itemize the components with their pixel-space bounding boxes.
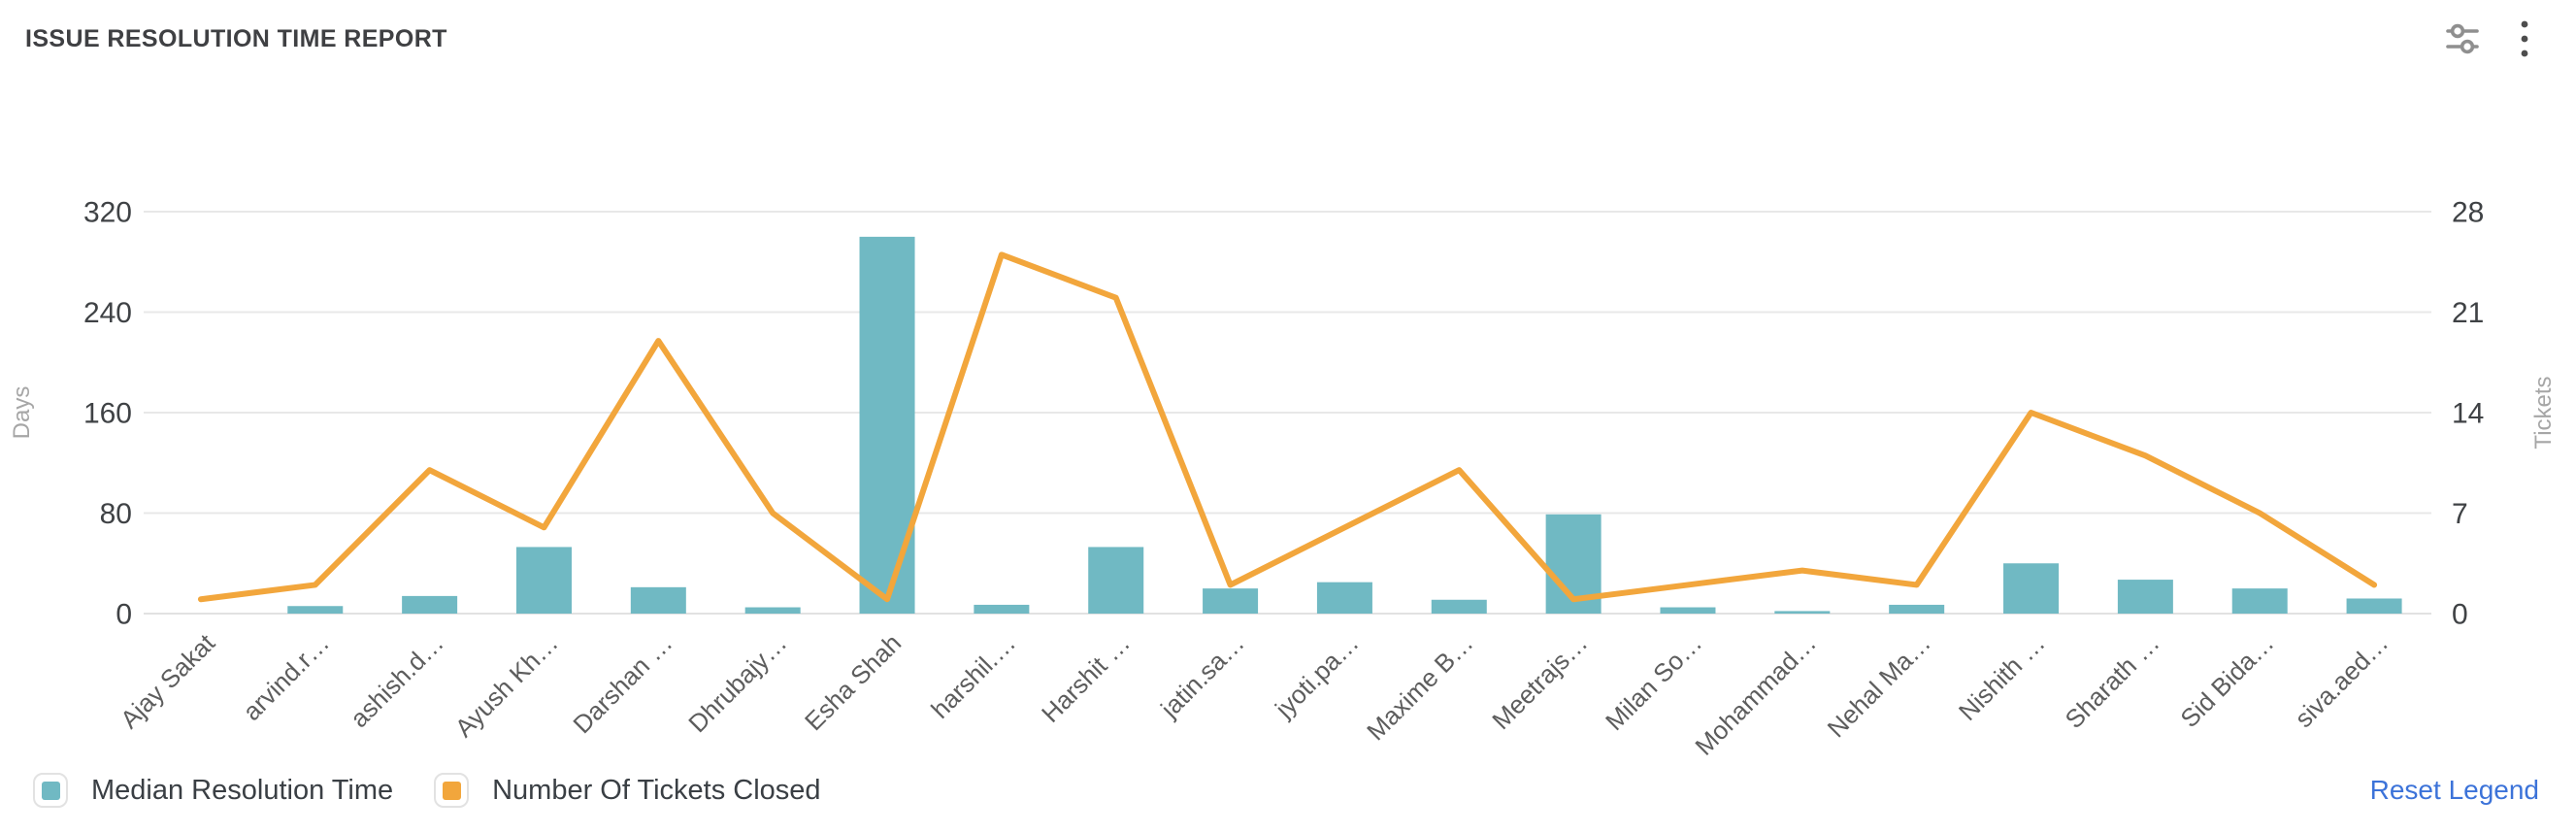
x-label-0: Ajay Sakat bbox=[115, 627, 221, 734]
kebab-menu-icon bbox=[2521, 20, 2528, 57]
x-label-1: arvind.r… bbox=[237, 628, 335, 726]
bar-Nehal Ma…[interactable] bbox=[1889, 604, 1945, 614]
bar-ashish.d…[interactable] bbox=[402, 595, 458, 614]
bar-harshil.…[interactable] bbox=[974, 604, 1030, 614]
legend-swatch bbox=[442, 781, 461, 800]
right-tick-7: 7 bbox=[2452, 498, 2468, 530]
right-tick-28: 28 bbox=[2452, 197, 2484, 229]
card-header: ISSUE RESOLUTION TIME REPORT bbox=[0, 0, 2576, 78]
x-label-3: Ayush Kh… bbox=[449, 628, 564, 743]
x-label-5: Dhrubajy… bbox=[682, 628, 792, 738]
left-axis-name: Days bbox=[9, 386, 35, 440]
filter-sliders-icon bbox=[2446, 23, 2479, 54]
right-axis-name: Tickets bbox=[2530, 376, 2557, 449]
bar-Nishith …[interactable] bbox=[2003, 563, 2060, 614]
x-label-17: Sharath … bbox=[2060, 628, 2165, 734]
x-label-10: jyoti.pa… bbox=[1269, 628, 1365, 724]
legend-item-0[interactable]: Median Resolution Time bbox=[33, 773, 393, 808]
legend-label: Number Of Tickets Closed bbox=[492, 774, 821, 806]
legend: Median Resolution Time Number Of Tickets … bbox=[33, 773, 2370, 808]
x-label-15: Nehal Ma… bbox=[1822, 628, 1936, 743]
bar-arvind.r…[interactable] bbox=[287, 606, 344, 614]
legend-swatch bbox=[41, 781, 60, 800]
bar-Sharath …[interactable] bbox=[2117, 580, 2173, 614]
left-tick-320: 320 bbox=[83, 197, 132, 229]
x-label-9: jatin.sa… bbox=[1154, 628, 1250, 724]
bar-Dhrubajy…[interactable] bbox=[744, 607, 801, 614]
right-tick-0: 0 bbox=[2452, 599, 2468, 631]
left-tick-240: 240 bbox=[83, 297, 132, 329]
bar-Milan So…[interactable] bbox=[1660, 607, 1716, 614]
bar-jatin.sa…[interactable] bbox=[1203, 588, 1259, 614]
left-tick-160: 160 bbox=[83, 398, 132, 430]
legend-label: Median Resolution Time bbox=[91, 774, 394, 806]
left-tick-80: 80 bbox=[100, 498, 132, 530]
x-label-19: siva.aed… bbox=[2289, 628, 2394, 733]
x-label-13: Milan So… bbox=[1600, 628, 1707, 736]
bar-Harshit …[interactable] bbox=[1088, 547, 1144, 614]
header-actions bbox=[2442, 15, 2533, 63]
legend-chip bbox=[33, 773, 68, 808]
left-tick-0: 0 bbox=[116, 599, 132, 631]
more-options-button[interactable] bbox=[2516, 15, 2533, 63]
right-tick-14: 14 bbox=[2452, 398, 2484, 430]
x-label-7: harshil.… bbox=[925, 628, 1021, 724]
bar-Darshan …[interactable] bbox=[630, 586, 686, 614]
bar-Mohammad…[interactable] bbox=[1774, 611, 1831, 614]
x-label-18: Sid Bida… bbox=[2174, 628, 2279, 733]
filter-sliders-button[interactable] bbox=[2442, 17, 2483, 60]
x-label-8: Harshit … bbox=[1036, 628, 1136, 728]
x-label-16: Nishith … bbox=[1953, 628, 2051, 726]
bar-siva.aed…[interactable] bbox=[2346, 598, 2402, 614]
line-tickets-closed[interactable] bbox=[197, 251, 2378, 603]
bar-jyoti.pa…[interactable] bbox=[1316, 582, 1372, 614]
x-label-2: ashish.d… bbox=[345, 628, 449, 733]
chart-footer: Median Resolution Time Number Of Tickets … bbox=[33, 768, 2539, 813]
bar-Esha Shah[interactable] bbox=[859, 236, 915, 614]
x-label-4: Darshan … bbox=[567, 628, 677, 739]
bar-Sid Bida…[interactable] bbox=[2231, 588, 2288, 614]
bar-Ayush Kh…[interactable] bbox=[515, 547, 572, 614]
bar-Maxime B…[interactable] bbox=[1431, 599, 1487, 614]
right-tick-21: 21 bbox=[2452, 297, 2484, 329]
x-label-14: Mohammad… bbox=[1689, 628, 1822, 757]
page-title: ISSUE RESOLUTION TIME REPORT bbox=[25, 24, 447, 52]
x-label-6: Esha Shah bbox=[799, 628, 907, 736]
x-label-11: Maxime B… bbox=[1361, 628, 1478, 746]
legend-item-1[interactable]: Number Of Tickets Closed bbox=[434, 773, 821, 808]
x-label-12: Meetrajs… bbox=[1486, 628, 1593, 735]
issue-resolution-chart: 0 80 160 240 320 0 7 14 21 28 Days Tickets Ajay Saka… bbox=[9, 197, 2557, 758]
reset-legend-link[interactable]: Reset Legend bbox=[2369, 775, 2539, 805]
legend-chip bbox=[434, 773, 470, 808]
